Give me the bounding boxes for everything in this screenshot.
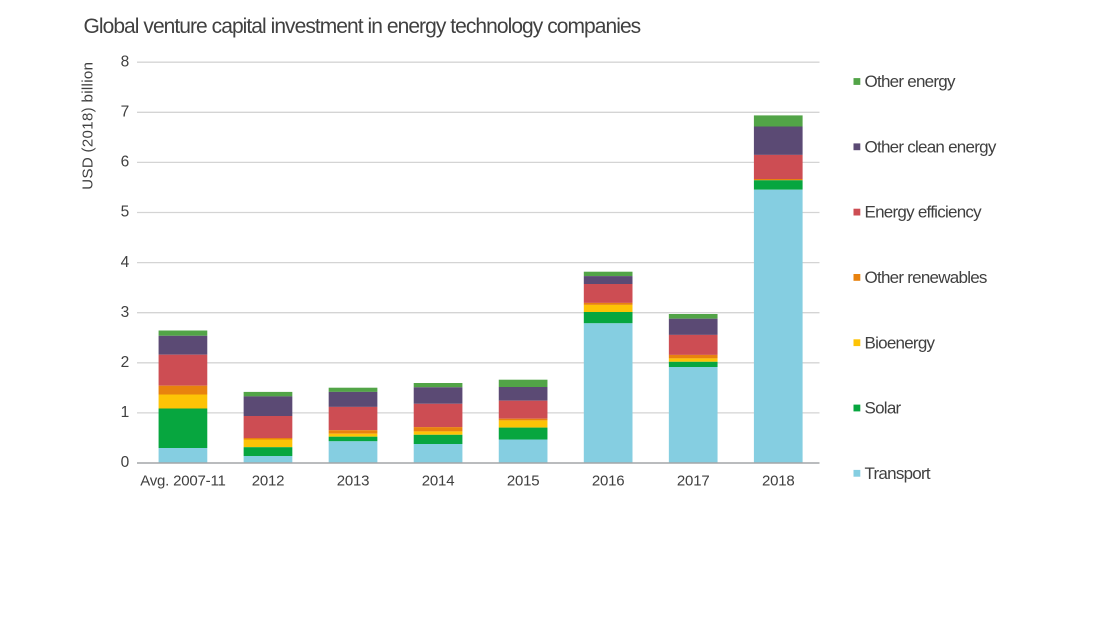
svg-text:Other renewables: Other renewables: [865, 268, 987, 287]
svg-text:0: 0: [121, 454, 130, 471]
svg-text:8: 8: [121, 53, 130, 70]
svg-text:Solar: Solar: [865, 399, 902, 418]
svg-text:2012: 2012: [252, 473, 285, 490]
svg-text:4: 4: [121, 254, 130, 271]
svg-text:6: 6: [121, 154, 130, 171]
svg-text:2015: 2015: [507, 473, 540, 490]
svg-text:5: 5: [121, 204, 130, 221]
svg-text:3: 3: [121, 304, 130, 321]
svg-text:USD (2018) billion: USD (2018) billion: [80, 62, 97, 190]
svg-text:Other clean energy: Other clean energy: [865, 137, 997, 156]
svg-text:7: 7: [121, 104, 130, 121]
svg-text:1: 1: [121, 404, 130, 421]
svg-text:Avg. 2007-11: Avg. 2007-11: [140, 473, 225, 490]
svg-text:Global venture capital investm: Global venture capital investment in ene…: [84, 15, 641, 38]
svg-text:2018: 2018: [762, 473, 795, 490]
svg-text:2013: 2013: [337, 473, 370, 490]
svg-text:Transport: Transport: [865, 464, 931, 483]
svg-text:2014: 2014: [422, 473, 455, 490]
svg-text:2016: 2016: [592, 473, 625, 490]
svg-text:Energy efficiency: Energy efficiency: [865, 203, 983, 222]
svg-text:2017: 2017: [677, 473, 710, 490]
svg-text:Bioenergy: Bioenergy: [865, 333, 936, 352]
svg-text:2: 2: [121, 354, 130, 371]
svg-text:Other energy: Other energy: [865, 72, 956, 91]
